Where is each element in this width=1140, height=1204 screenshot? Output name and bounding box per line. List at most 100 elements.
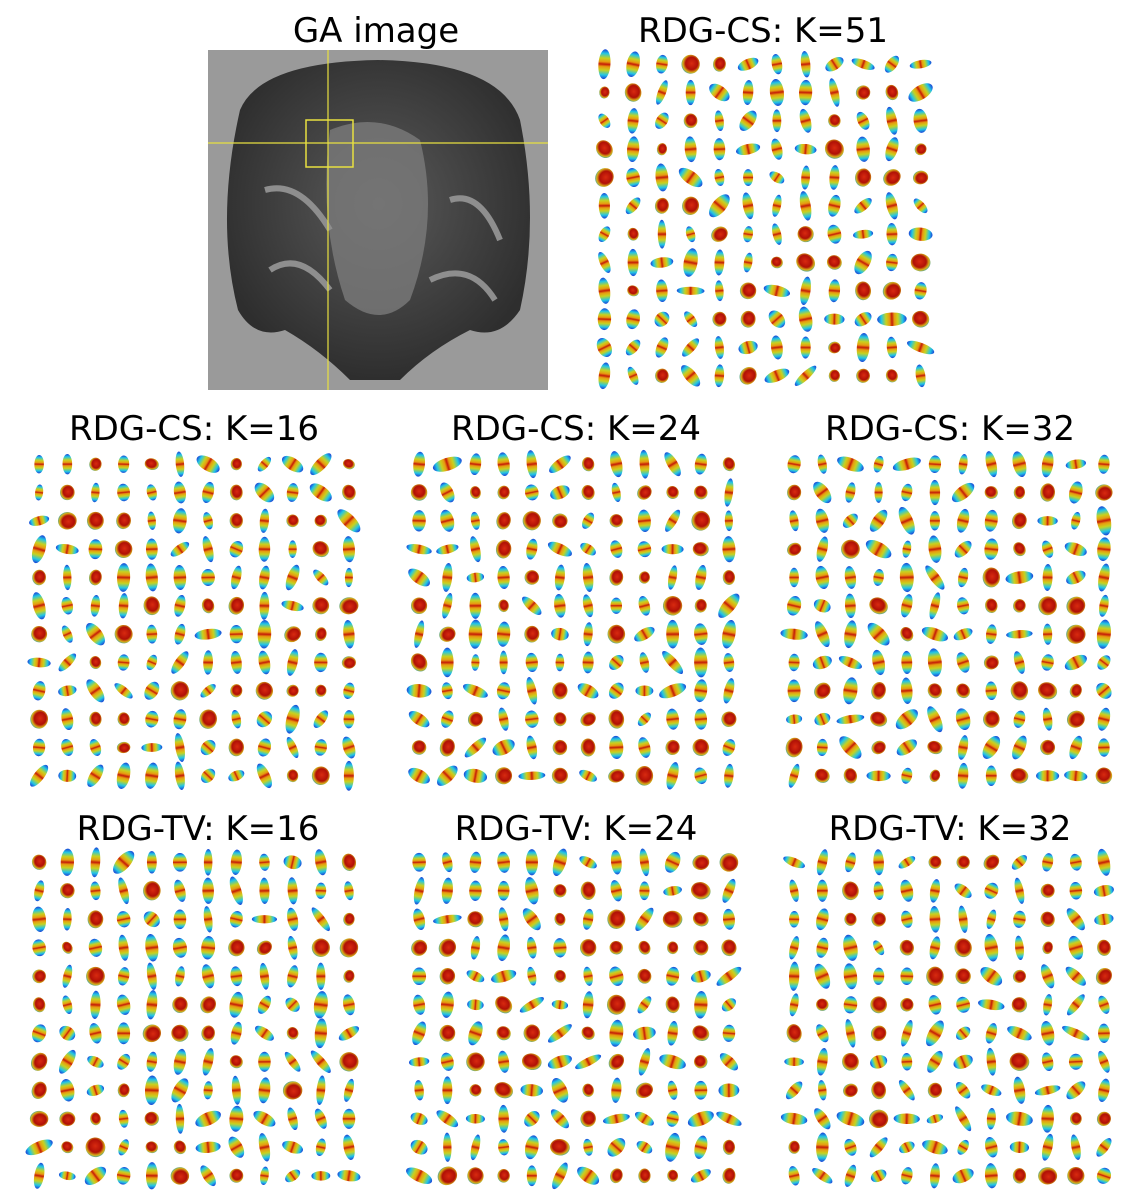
- odf-glyph: [60, 1079, 75, 1102]
- odf-glyph: [1042, 853, 1054, 872]
- odf-glyph: [900, 998, 914, 1012]
- odf-glyph: [522, 511, 541, 531]
- odf-glyph: [828, 114, 841, 128]
- odf-glyph: [286, 514, 299, 528]
- odf-glyph: [634, 1111, 654, 1126]
- odf-glyph: [714, 336, 724, 359]
- odf-glyph: [411, 740, 427, 755]
- odf-glyph: [87, 764, 104, 787]
- odf-glyph: [724, 763, 734, 788]
- odf-glyph: [1042, 707, 1053, 731]
- odf-glyph: [259, 508, 270, 533]
- glyph-panel: [25, 847, 361, 1190]
- odf-glyph: [258, 1133, 271, 1162]
- odf-glyph: [146, 990, 158, 1020]
- odf-glyph: [442, 592, 453, 619]
- odf-glyph: [665, 739, 680, 756]
- odf-glyph: [983, 854, 1000, 870]
- odf-glyph: [440, 991, 454, 1018]
- odf-glyph: [201, 936, 216, 960]
- odf-glyph: [816, 998, 829, 1011]
- odf-glyph: [442, 852, 453, 873]
- odf-glyph: [955, 708, 971, 731]
- odf-glyph: [908, 227, 933, 241]
- odf-glyph: [984, 934, 999, 962]
- odf-glyph: [498, 1139, 510, 1156]
- odf-glyph: [687, 1110, 714, 1127]
- odf-glyph: [659, 683, 687, 699]
- odf-glyph: [118, 455, 130, 473]
- odf-glyph: [580, 1110, 596, 1127]
- odf-glyph: [1069, 881, 1083, 900]
- odf-glyph: [694, 1080, 708, 1100]
- odf-glyph: [463, 768, 488, 783]
- odf-glyph: [281, 600, 304, 612]
- odf-glyph: [1070, 1134, 1081, 1160]
- odf-glyph: [251, 915, 278, 924]
- odf-glyph: [147, 511, 156, 530]
- odf-glyph: [816, 908, 829, 931]
- odf-glyph: [838, 655, 862, 670]
- odf-glyph: [311, 938, 330, 957]
- odf-glyph: [654, 197, 669, 214]
- odf-glyph: [737, 57, 759, 71]
- odf-glyph: [794, 365, 817, 386]
- odf-glyph: [986, 1108, 996, 1130]
- odf-glyph: [58, 769, 77, 782]
- odf-glyph: [552, 1162, 568, 1190]
- odf-glyph: [855, 85, 871, 100]
- odf-glyph: [1034, 1085, 1061, 1096]
- odf-glyph: [408, 1057, 430, 1067]
- odf-glyph: [313, 569, 329, 586]
- odf-glyph: [659, 1054, 686, 1070]
- odf-glyph: [983, 655, 999, 670]
- odf-glyph: [926, 1114, 944, 1124]
- odf-glyph: [1093, 885, 1114, 897]
- odf-glyph: [254, 482, 275, 503]
- odf-glyph: [442, 562, 453, 592]
- odf-glyph: [845, 482, 856, 503]
- odf-glyph: [816, 536, 829, 562]
- odf-glyph: [654, 311, 670, 327]
- odf-glyph: [114, 624, 133, 644]
- odf-glyph: [902, 540, 912, 558]
- odf-glyph: [441, 682, 453, 700]
- odf-glyph: [410, 653, 428, 672]
- odf-glyph: [625, 339, 641, 356]
- odf-glyph: [984, 509, 998, 532]
- odf-glyph: [1098, 563, 1110, 592]
- odf-glyph: [954, 540, 972, 558]
- odf-glyph: [315, 882, 327, 899]
- odf-glyph: [174, 594, 186, 617]
- odf-glyph: [1012, 969, 1026, 983]
- odf-glyph: [694, 623, 708, 645]
- odf-glyph: [309, 483, 332, 502]
- odf-glyph: [656, 54, 668, 74]
- odf-glyph: [901, 1167, 913, 1185]
- odf-glyph: [722, 570, 736, 585]
- odf-glyph: [283, 855, 302, 870]
- odf-glyph: [61, 597, 74, 615]
- odf-glyph: [638, 1168, 651, 1184]
- odf-glyph: [524, 570, 540, 585]
- odf-glyph: [655, 337, 669, 358]
- odf-glyph: [769, 171, 785, 184]
- odf-glyph: [922, 1140, 948, 1155]
- odf-glyph: [118, 593, 129, 619]
- odf-glyph: [285, 564, 300, 591]
- odf-glyph: [872, 649, 886, 676]
- odf-glyph: [117, 712, 130, 726]
- odf-glyph: [343, 912, 355, 926]
- odf-glyph: [525, 877, 539, 905]
- odf-glyph: [228, 939, 245, 957]
- odf-glyph: [255, 681, 274, 700]
- odf-glyph: [1098, 995, 1110, 1014]
- odf-glyph: [497, 880, 510, 901]
- odf-glyph: [470, 1134, 481, 1161]
- panel-title: RDG-CS: K=16: [69, 409, 319, 449]
- odf-glyph: [836, 1111, 865, 1127]
- odf-glyph: [229, 513, 243, 529]
- odf-glyph: [231, 1075, 241, 1105]
- odf-glyph: [285, 997, 300, 1012]
